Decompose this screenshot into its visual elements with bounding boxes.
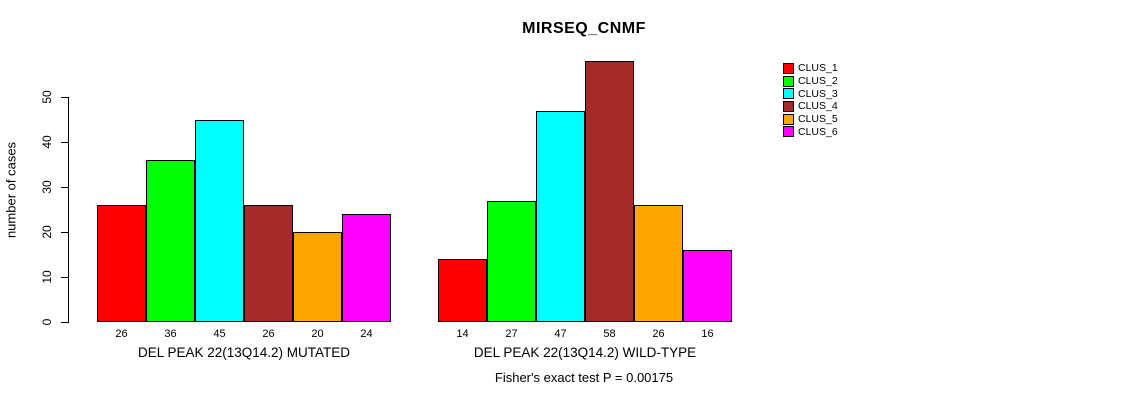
y-axis-title: number of cases [3, 141, 19, 239]
legend-label: CLUS_2 [798, 75, 838, 88]
legend-swatch [783, 62, 794, 74]
y-tick [61, 142, 68, 143]
y-tick [61, 232, 68, 233]
legend-label: CLUS_5 [798, 113, 838, 126]
group-label-mutated: DEL PEAK 22(13Q14.2) MUTATED [137, 345, 351, 360]
y-tick-label: 20 [40, 225, 54, 239]
bar-value-label: 26 [115, 328, 128, 340]
legend-swatch [783, 100, 794, 112]
y-tick-label: 40 [40, 135, 54, 149]
y-tick-label: 30 [40, 180, 54, 194]
legend-item: CLUS_1 [783, 62, 838, 75]
y-tick [61, 97, 68, 98]
legend-swatch [783, 113, 794, 125]
y-tick-label: 50 [40, 90, 54, 104]
legend-swatch [783, 75, 794, 87]
bar-clus_2-group2 [487, 200, 536, 322]
bar-value-label: 20 [311, 328, 324, 340]
bar-value-label: 16 [701, 328, 714, 340]
legend: CLUS_1 CLUS_2 CLUS_3 CLUS_4 CLUS_5 CLUS_6 [783, 62, 838, 138]
legend-item: CLUS_4 [783, 100, 838, 113]
legend-swatch [783, 126, 794, 138]
bar-value-label: 45 [213, 328, 226, 340]
bar-value-label: 24 [360, 328, 373, 340]
legend-item: CLUS_2 [783, 75, 838, 88]
bar-clus_1-group1 [97, 205, 146, 322]
bar-value-label: 14 [456, 328, 469, 340]
chart-title: MIRSEQ_CNMF [522, 20, 646, 37]
bar-value-label: 27 [505, 328, 518, 340]
legend-swatch [783, 88, 794, 100]
fisher-test-annotation: Fisher's exact test P = 0.00175 [494, 370, 674, 385]
bar-clus_3-group2 [536, 110, 585, 322]
y-tick [61, 187, 68, 188]
legend-item: CLUS_6 [783, 125, 838, 138]
y-tick-label: 0 [40, 318, 54, 326]
bar-clus_3-group1 [195, 119, 244, 322]
bar-clus_2-group1 [146, 160, 195, 322]
group-label-wild-type: DEL PEAK 22(13Q14.2) WILD-TYPE [473, 345, 697, 360]
legend-label: CLUS_3 [798, 87, 838, 100]
y-tick [61, 277, 68, 278]
y-tick-label: 10 [40, 270, 54, 284]
bar-value-label: 26 [262, 328, 275, 340]
bar-clus_1-group2 [438, 259, 487, 322]
legend-label: CLUS_1 [798, 62, 838, 75]
bar-clus_5-group1 [293, 232, 342, 322]
bar-value-label: 58 [603, 328, 616, 340]
legend-item: CLUS_5 [783, 113, 838, 126]
bar-value-label: 47 [554, 328, 567, 340]
bar-value-label: 26 [652, 328, 665, 340]
bar-clus_5-group2 [634, 205, 683, 322]
legend-label: CLUS_6 [798, 125, 838, 138]
y-axis-line [68, 97, 69, 323]
bar-clus_4-group2 [585, 61, 634, 322]
bar-clus_4-group1 [244, 205, 293, 322]
legend-item: CLUS_3 [783, 87, 838, 100]
bar-value-label: 36 [164, 328, 177, 340]
legend-label: CLUS_4 [798, 100, 838, 113]
bar-clus_6-group1 [342, 214, 391, 322]
y-tick [61, 322, 68, 323]
bar-clus_6-group2 [683, 250, 732, 322]
